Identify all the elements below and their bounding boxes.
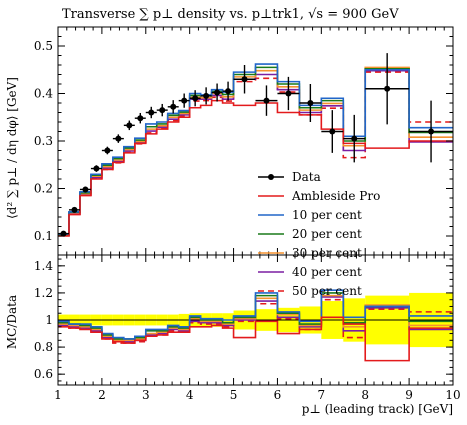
data-point	[214, 89, 221, 96]
legend-label: 10 per cent	[292, 208, 362, 222]
y-tick-label: 1.2	[34, 286, 53, 300]
x-tick-label: 4	[186, 388, 194, 402]
legend-label: 50 per cent	[292, 284, 362, 298]
x-tick-label: 1	[54, 388, 62, 402]
ratio-line-ambleside-pro	[58, 316, 453, 362]
data-point	[126, 122, 133, 129]
series-line-50-per-cent	[58, 71, 453, 237]
legend-label: 20 per cent	[292, 227, 362, 241]
data-point	[115, 135, 122, 142]
ratio-line-10-per-cent	[58, 289, 453, 340]
data-point	[329, 128, 336, 135]
main-series-layer	[58, 53, 453, 237]
x-tick-label: 9	[405, 388, 413, 402]
y-tick-label: 1.4	[34, 259, 53, 273]
series-line-ambleside-pro	[58, 99, 453, 237]
data-point	[285, 90, 292, 97]
data-point	[159, 107, 166, 114]
y-tick-label: 0.3	[34, 134, 53, 148]
data-point	[170, 103, 177, 110]
legend-label: Data	[292, 170, 321, 184]
main-y-axis-label: ⟨d² ∑ p⊥ / dη dφ⟩ [GeV]	[5, 77, 19, 219]
data-point	[93, 165, 100, 172]
data-point	[241, 76, 248, 83]
x-tick-label: 5	[230, 388, 238, 402]
data-point	[192, 95, 199, 102]
data-point	[263, 97, 270, 104]
data-point	[351, 135, 358, 142]
legend-swatch-marker	[268, 174, 274, 180]
data-point	[60, 230, 67, 237]
y-tick-label: 0.2	[34, 182, 53, 196]
data-point	[82, 186, 89, 193]
x-tick-label: 10	[445, 388, 460, 402]
x-tick-label: 7	[318, 388, 326, 402]
data-point	[148, 109, 155, 116]
data-point	[137, 115, 144, 122]
data-point	[181, 97, 188, 104]
legend-label: Ambleside Pro	[291, 189, 380, 203]
ratio-series-layer	[58, 289, 453, 362]
x-tick-label: 6	[274, 388, 282, 402]
x-tick-label: 2	[98, 388, 106, 402]
data-point	[203, 92, 210, 99]
y-tick-label: 0.4	[34, 87, 53, 101]
data-point	[384, 85, 391, 92]
y-tick-label: 0.6	[34, 367, 53, 381]
y-tick-label: 0.8	[34, 340, 53, 354]
x-tick-label: 3	[142, 388, 150, 402]
y-tick-label: 0.1	[34, 229, 53, 243]
data-point	[71, 206, 78, 213]
legend: Data Ambleside Pro 10 per cent 20 per cent 3…	[258, 170, 380, 298]
data-point	[428, 128, 435, 135]
data-point	[307, 100, 314, 106]
data-point	[104, 147, 111, 154]
plot-title: Transverse ∑ p⊥ density vs. p⊥trk1, √s =…	[62, 7, 399, 22]
legend-label: 40 per cent	[292, 265, 362, 279]
x-tick-label: 8	[361, 388, 369, 402]
data-point	[225, 88, 232, 95]
legend-label: 30 per cent	[292, 246, 362, 260]
y-tick-label: 1	[45, 313, 53, 327]
ratio-y-axis-label: MC/Data	[5, 295, 19, 349]
axes-layer: 1 2 3 4 5 6 7 8 9 10 0.1 0.2 0.3 0.4 0.5 0.6 0.8 1 1.2 1.4	[34, 26, 461, 402]
series-line-10-per-cent	[58, 63, 453, 235]
x-axis-label: p⊥ (leading track) [GeV]	[302, 402, 453, 416]
y-tick-label: 0.5	[34, 39, 53, 53]
